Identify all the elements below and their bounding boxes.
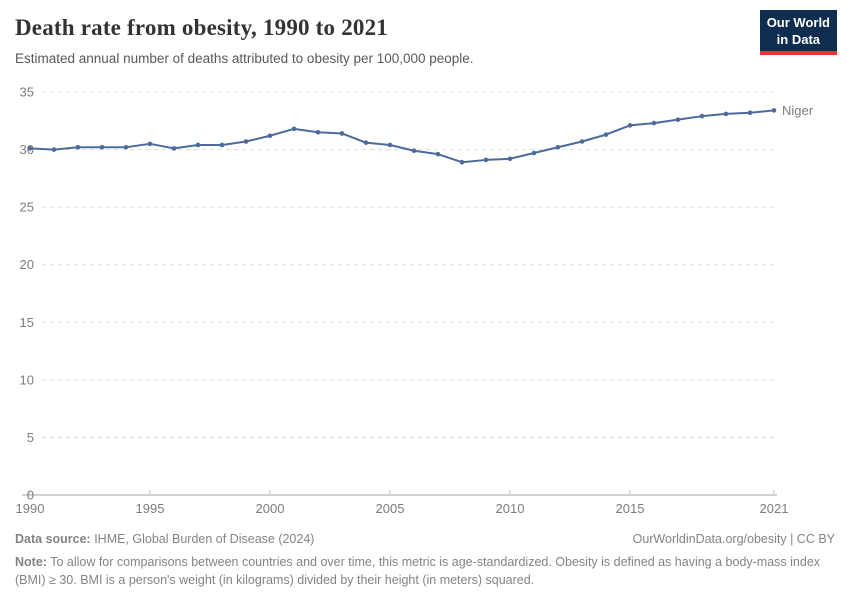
note-label: Note: bbox=[15, 555, 47, 569]
owid-logo[interactable]: Our World in Data bbox=[759, 10, 837, 56]
data-source-value: IHME, Global Burden of Disease (2024) bbox=[90, 532, 315, 546]
data-point bbox=[123, 144, 129, 150]
data-point bbox=[651, 120, 657, 126]
data-point bbox=[531, 150, 537, 156]
y-tick-label: 30 bbox=[20, 142, 34, 157]
data-point bbox=[435, 151, 441, 157]
data-point bbox=[219, 142, 225, 148]
data-line-niger bbox=[29, 109, 775, 164]
license-link[interactable]: OurWorldinData.org/obesity | CC BY bbox=[632, 532, 835, 546]
x-tick-label: 1995 bbox=[136, 501, 165, 516]
note-text: To allow for comparisons between countri… bbox=[15, 555, 821, 588]
y-tick-label: 25 bbox=[20, 200, 34, 215]
data-point bbox=[627, 123, 633, 128]
data-point bbox=[243, 139, 249, 144]
x-tick-label: 1990 bbox=[16, 501, 45, 516]
data-point bbox=[507, 156, 513, 162]
y-tick-label: 20 bbox=[20, 257, 34, 272]
y-tick-label: 10 bbox=[20, 372, 34, 387]
data-point bbox=[195, 142, 201, 148]
x-tick-label: 2021 bbox=[760, 501, 789, 516]
chart-note: Note: To allow for comparisons between c… bbox=[15, 553, 823, 589]
x-tick-label: 2000 bbox=[256, 501, 285, 516]
data-point bbox=[75, 144, 81, 150]
chart-title: Death rate from obesity, 1990 to 2021 bbox=[15, 15, 388, 40]
data-source-label: Data source: bbox=[15, 532, 91, 546]
x-tick-label: 2005 bbox=[376, 501, 405, 516]
x-tick-label: 2010 bbox=[496, 501, 525, 516]
data-point bbox=[171, 146, 177, 151]
data-point bbox=[315, 130, 321, 135]
data-point bbox=[603, 132, 609, 137]
owid-logo-line2: in Data bbox=[776, 31, 821, 47]
y-tick-label: 5 bbox=[27, 430, 34, 445]
data-point bbox=[267, 133, 273, 139]
data-point bbox=[291, 126, 297, 132]
data-point bbox=[147, 141, 153, 147]
data-source: Data source: IHME, Global Burden of Dise… bbox=[15, 532, 314, 546]
data-point bbox=[387, 142, 393, 148]
chart-footer: Data source: IHME, Global Burden of Dise… bbox=[15, 532, 835, 589]
data-point bbox=[723, 111, 729, 117]
data-point bbox=[555, 144, 561, 150]
chart-subtitle: Estimated annual number of deaths attrib… bbox=[15, 51, 474, 66]
data-point bbox=[27, 146, 33, 151]
data-point bbox=[51, 147, 57, 152]
series-end-label: Niger bbox=[782, 103, 814, 118]
owid-logo-line1: Our World bbox=[766, 15, 830, 30]
x-tick-label: 2015 bbox=[616, 501, 645, 516]
data-point bbox=[363, 140, 369, 145]
data-point bbox=[99, 144, 105, 150]
y-tick-label: 15 bbox=[20, 315, 34, 330]
data-point bbox=[699, 113, 705, 119]
data-point bbox=[411, 148, 417, 154]
data-point bbox=[579, 139, 585, 144]
data-point bbox=[771, 108, 777, 113]
data-point bbox=[339, 131, 345, 136]
data-point bbox=[747, 110, 753, 116]
y-tick-label: 35 bbox=[20, 85, 34, 100]
data-point bbox=[675, 117, 681, 122]
data-point bbox=[483, 157, 489, 163]
data-point bbox=[459, 159, 465, 165]
